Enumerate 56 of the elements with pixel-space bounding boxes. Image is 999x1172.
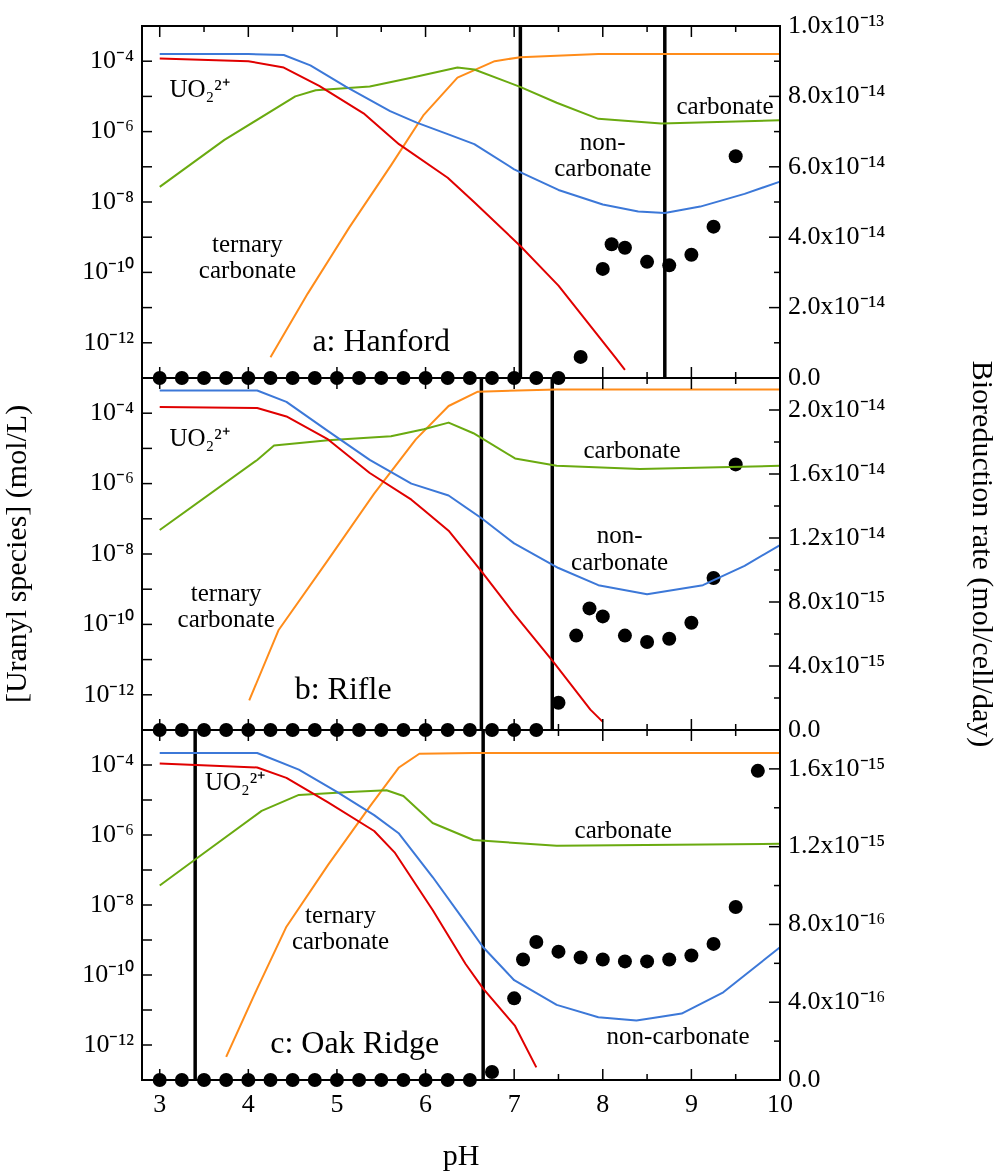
y-tick-label: 10⁻⁸ bbox=[89, 888, 134, 918]
series-label: non- carbonate bbox=[571, 521, 669, 575]
text: a: Hanford bbox=[312, 322, 451, 359]
series-label: ternary carbonate bbox=[198, 229, 297, 284]
y2-tick-label: 2.0x10⁻¹⁴ bbox=[788, 393, 886, 423]
y2-tick-label: 0.0 bbox=[788, 361, 821, 391]
series-label: non- carbonate bbox=[554, 127, 652, 181]
y2-tick-label: 1.2x10⁻¹⁴ bbox=[788, 521, 886, 551]
y-tick-label: 10⁻¹⁰ bbox=[82, 958, 134, 988]
x-tick-label: 6 bbox=[419, 1089, 433, 1119]
x-tick-label: 3 bbox=[153, 1089, 167, 1119]
series-label: ternary carbonate bbox=[291, 900, 390, 955]
y2-tick-label: 6.0x10⁻¹⁴ bbox=[788, 150, 886, 180]
x-tick-label: 8 bbox=[596, 1089, 610, 1119]
series-label: non-carbonate bbox=[606, 1022, 750, 1050]
text: c: Oak Ridge bbox=[270, 1024, 440, 1061]
x-axis-title: pH bbox=[442, 1137, 480, 1171]
y2-tick-label: 8.0x10⁻¹⁶ bbox=[788, 908, 886, 938]
series-label: UO₂²⁺ bbox=[169, 423, 230, 451]
y-tick-label: 10⁻¹² bbox=[83, 326, 135, 356]
y-tick-label: 10⁻⁴ bbox=[89, 45, 134, 75]
x-tick-label: 7 bbox=[507, 1089, 521, 1119]
series-label: UO₂²⁺ bbox=[169, 74, 230, 102]
y2-tick-label: 8.0x10⁻¹⁵ bbox=[788, 585, 886, 615]
y-tick-label: 10⁻¹² bbox=[83, 678, 135, 708]
series-label: carbonate bbox=[676, 91, 774, 119]
y-tick-label: 10⁻¹⁰ bbox=[82, 608, 134, 638]
y2-tick-label: 1.6x10⁻¹⁴ bbox=[788, 457, 886, 487]
x-tick-label: 9 bbox=[684, 1089, 698, 1119]
series-label: UO₂²⁺ bbox=[204, 767, 266, 795]
y-tick-label: 10⁻⁶ bbox=[89, 115, 134, 145]
y2-tick-label: 8.0x10⁻¹⁴ bbox=[788, 80, 886, 110]
series-label: carbonate bbox=[574, 815, 672, 843]
y-tick-label: 10⁻⁶ bbox=[89, 467, 134, 497]
y2-tick-label: 4.0x10⁻¹⁴ bbox=[788, 221, 886, 251]
y2-tick-label: 4.0x10⁻¹⁵ bbox=[788, 649, 886, 679]
series-label: ternary carbonate bbox=[177, 579, 275, 633]
text: b: Rifle bbox=[294, 670, 392, 707]
y2-axis-title: Bioreduction rate (mol/cell/day) bbox=[966, 360, 999, 748]
y2-tick-label: 1.0x10⁻¹³ bbox=[788, 9, 885, 39]
y-tick-label: 10⁻¹⁰ bbox=[82, 256, 134, 286]
y2-tick-label: 0.0 bbox=[788, 713, 821, 743]
y-tick-label: 10⁻⁸ bbox=[89, 185, 134, 215]
y-tick-label: 10⁻⁸ bbox=[89, 537, 134, 567]
y-axis-title: [Uranyl species] (mol/L) bbox=[0, 404, 33, 704]
y2-tick-label: 1.6x10⁻¹⁵ bbox=[788, 752, 886, 782]
x-tick-label: 4 bbox=[241, 1089, 255, 1119]
x-tick-label: 5 bbox=[330, 1089, 344, 1119]
y2-tick-label: 1.2x10⁻¹⁵ bbox=[788, 830, 886, 860]
y-tick-label: 10⁻⁴ bbox=[89, 397, 134, 427]
series-label: carbonate bbox=[583, 436, 681, 464]
y2-tick-label: 4.0x10⁻¹⁶ bbox=[788, 986, 886, 1016]
y-tick-label: 10⁻⁴ bbox=[89, 748, 134, 778]
y-tick-label: 10⁻⁶ bbox=[89, 818, 134, 848]
y2-tick-label: 2.0x10⁻¹⁴ bbox=[788, 291, 886, 321]
y-tick-label: 10⁻¹² bbox=[83, 1028, 135, 1058]
